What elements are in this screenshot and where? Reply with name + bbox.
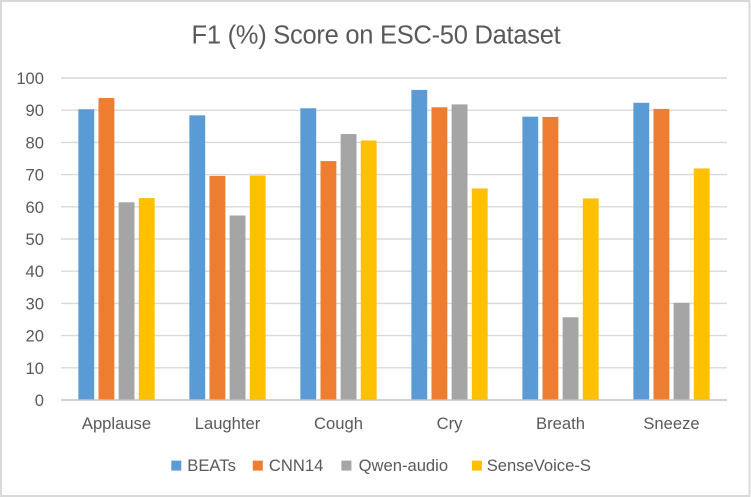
svg-text:Laughter: Laughter xyxy=(195,414,261,433)
svg-text:70: 70 xyxy=(26,166,44,185)
svg-text:Qwen-audio: Qwen-audio xyxy=(359,456,448,475)
svg-text:F1 (%) Score on ESC-50 Dataset: F1 (%) Score on ESC-50 Dataset xyxy=(192,21,561,49)
svg-text:Sneeze: Sneeze xyxy=(643,414,699,433)
svg-text:50: 50 xyxy=(26,230,44,249)
svg-text:Applause: Applause xyxy=(82,414,151,433)
svg-text:CNN14: CNN14 xyxy=(269,456,323,475)
svg-text:30: 30 xyxy=(26,294,44,313)
svg-text:Cough: Cough xyxy=(314,414,363,433)
svg-text:40: 40 xyxy=(26,262,44,281)
svg-text:SenseVoice-S: SenseVoice-S xyxy=(487,456,591,475)
svg-text:BEATs: BEATs xyxy=(187,456,236,475)
svg-text:100: 100 xyxy=(16,69,44,88)
svg-text:10: 10 xyxy=(26,359,44,378)
svg-text:Cry: Cry xyxy=(437,414,464,433)
svg-text:0: 0 xyxy=(35,391,44,410)
svg-text:20: 20 xyxy=(26,327,44,346)
svg-text:80: 80 xyxy=(26,133,44,152)
svg-text:90: 90 xyxy=(26,101,44,120)
svg-text:Breath: Breath xyxy=(536,414,585,433)
svg-text:60: 60 xyxy=(26,198,44,217)
